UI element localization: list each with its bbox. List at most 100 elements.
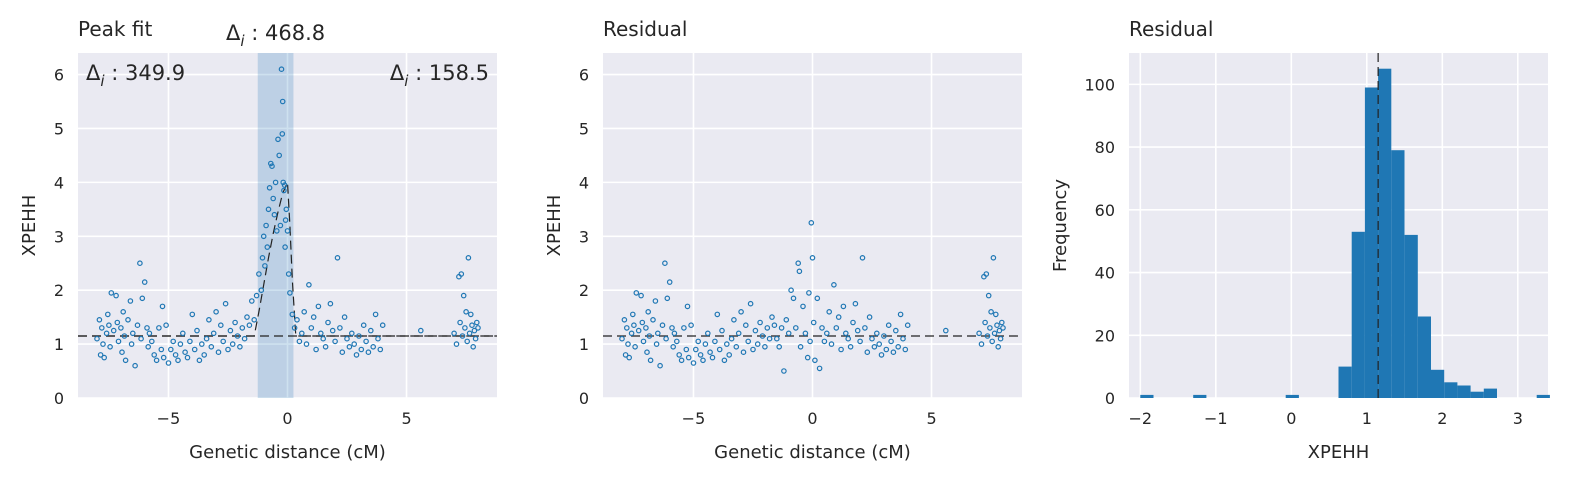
data-point [189, 311, 196, 318]
data-point [707, 349, 713, 356]
data-point [298, 330, 305, 337]
data-point [259, 254, 266, 261]
data-point [992, 311, 999, 318]
data-point [175, 357, 181, 364]
data-point [270, 195, 277, 202]
data-point [845, 335, 852, 342]
data-point [417, 327, 424, 334]
data-point [828, 341, 835, 347]
data-point [807, 338, 813, 345]
data-point [690, 360, 697, 366]
data-point [139, 295, 146, 302]
data-point [229, 341, 236, 347]
data-point [857, 338, 863, 345]
data-point [281, 182, 288, 188]
data-point [808, 220, 815, 226]
data-point [840, 303, 847, 310]
plot-area [1129, 53, 1548, 398]
data-point [625, 341, 631, 347]
data-point [108, 290, 115, 296]
data-point [222, 300, 229, 307]
data-point [159, 303, 166, 310]
data-point [97, 352, 104, 358]
y-tick-label: 0 [579, 389, 589, 408]
data-point [464, 338, 471, 345]
data-point [106, 322, 112, 329]
data-point [621, 316, 628, 323]
data-point [721, 357, 728, 364]
residual-histogram-panel: −2 −1 0 1 2 3 0 20 40 60 80 100 Residual XPEHH Frequen… [1050, 17, 1550, 463]
histogram-bar [1404, 234, 1418, 398]
data-point [346, 343, 353, 350]
data-point [788, 287, 794, 294]
data-point [995, 343, 1002, 350]
data-point [344, 335, 350, 342]
data-point [769, 314, 775, 320]
data-point [890, 349, 897, 356]
data-point [168, 346, 174, 353]
data-point [669, 325, 675, 331]
data-point [833, 325, 840, 331]
data-point [325, 319, 331, 326]
data-point [103, 330, 110, 337]
data-point [866, 314, 873, 320]
histogram-bar [1431, 369, 1445, 398]
y-axis-label: Frequency [1050, 179, 1071, 272]
data-point [457, 319, 463, 326]
data-point [472, 335, 479, 342]
y-tick-label: 1 [579, 335, 589, 354]
data-point [747, 300, 754, 307]
histogram-bar [1378, 68, 1392, 398]
data-point [153, 357, 160, 364]
data-point [873, 330, 880, 337]
data-point [643, 325, 649, 331]
y-tick-label: 6 [54, 66, 64, 85]
y-tick-label: 4 [579, 173, 589, 192]
data-point [137, 260, 143, 267]
data-point [144, 325, 150, 331]
data-point [773, 335, 780, 342]
data-point [275, 136, 281, 143]
data-point [141, 279, 148, 285]
data-point [283, 206, 290, 213]
data-point [156, 325, 162, 331]
data-point [771, 322, 778, 329]
data-point [673, 338, 680, 345]
data-point [976, 330, 982, 337]
data-point [277, 222, 284, 229]
y-tick-label: 0 [54, 389, 64, 408]
data-point [619, 335, 625, 342]
data-point [878, 352, 885, 358]
y-tick-label: 2 [54, 281, 64, 300]
data-point [467, 311, 474, 318]
data-point [714, 311, 721, 318]
data-point [823, 330, 830, 337]
x-tick-label: 5 [401, 409, 411, 428]
data-point [895, 343, 902, 350]
data-point [663, 335, 669, 342]
data-point [842, 330, 849, 337]
data-point [790, 295, 797, 302]
data-point [622, 352, 629, 358]
y-tick-label: 3 [579, 227, 589, 246]
data-point [372, 311, 379, 318]
data-point [353, 352, 360, 358]
data-point [998, 319, 1005, 326]
data-point [267, 160, 274, 167]
data-point [199, 341, 205, 347]
y-tick-label: 100 [1084, 75, 1115, 94]
data-point [308, 325, 315, 331]
data-point [289, 311, 296, 318]
data-point [266, 185, 273, 191]
data-point [265, 206, 272, 213]
data-point [121, 333, 128, 339]
data-point [838, 346, 844, 353]
data-point [806, 290, 812, 296]
data-point [294, 316, 300, 323]
data-point [118, 325, 124, 331]
x-tick-label: 5 [926, 409, 936, 428]
data-point [854, 327, 861, 334]
data-point [633, 290, 640, 296]
data-point [132, 362, 138, 369]
y-tick-label: 4 [54, 173, 64, 192]
